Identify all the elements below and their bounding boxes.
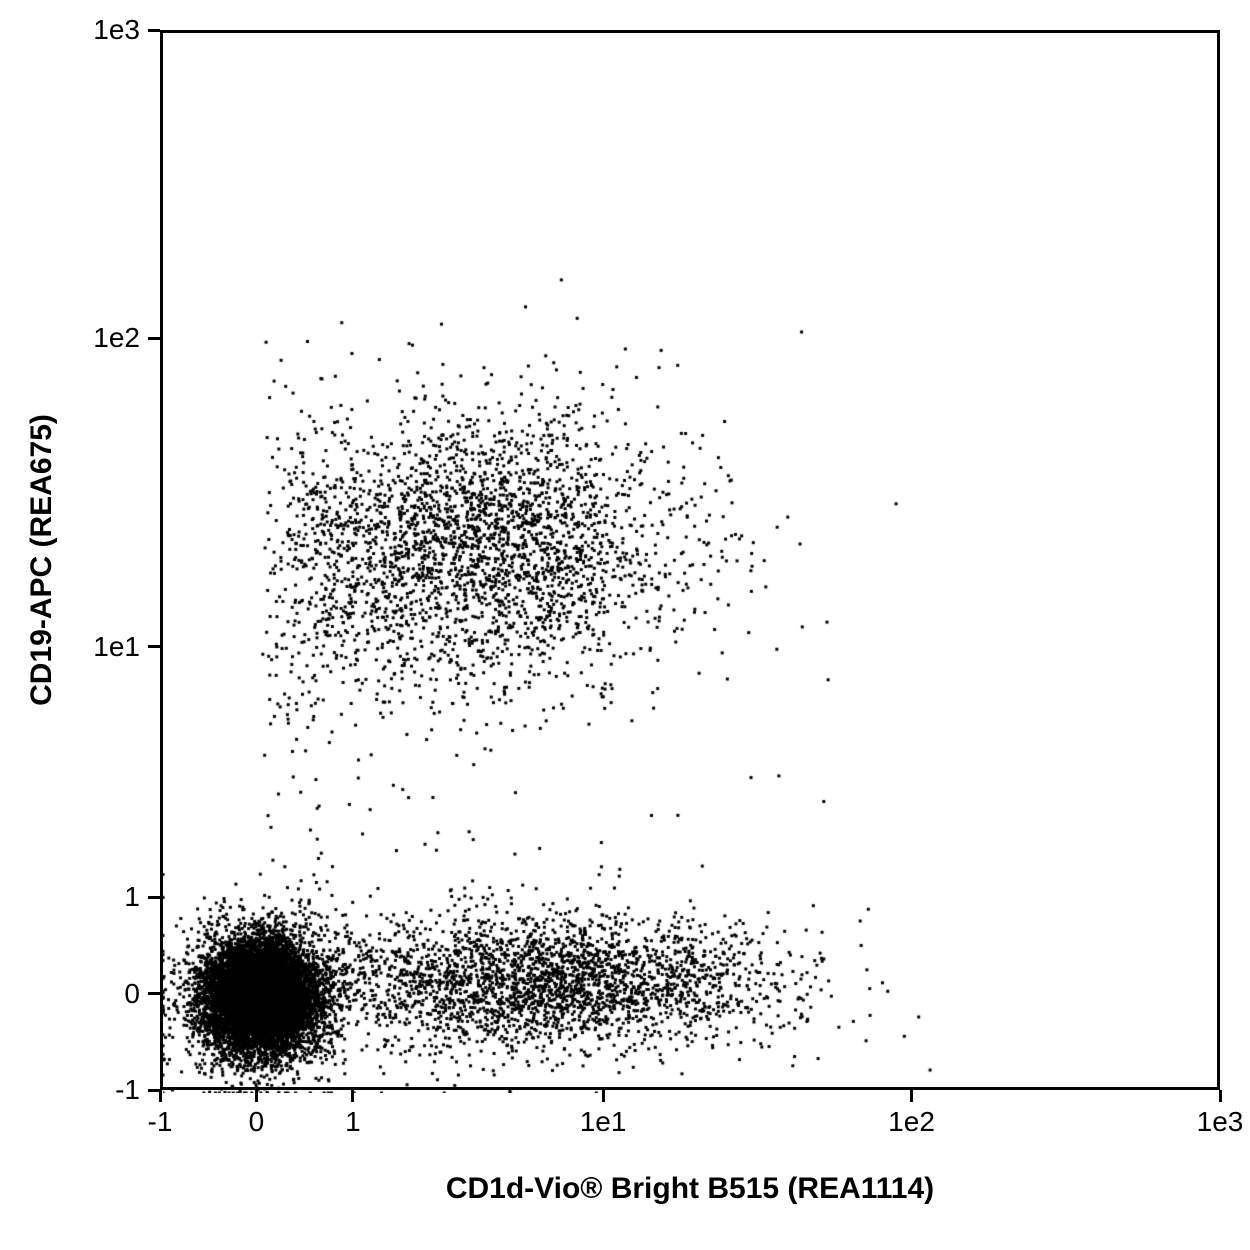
x-tick bbox=[159, 1090, 162, 1102]
y-tick bbox=[148, 1089, 160, 1092]
scatter-canvas bbox=[163, 33, 1223, 1093]
x-tick bbox=[1219, 1090, 1222, 1102]
y-tick-label: 1e1 bbox=[93, 631, 140, 663]
x-tick bbox=[351, 1090, 354, 1102]
y-tick bbox=[148, 337, 160, 340]
x-axis-title: CD1d-Vio® Bright B515 (REA1114) bbox=[446, 1172, 934, 1206]
x-tick bbox=[910, 1090, 913, 1102]
y-tick-label: 1 bbox=[124, 881, 140, 913]
x-tick-label: 1 bbox=[345, 1106, 361, 1138]
x-tick bbox=[602, 1090, 605, 1102]
chart-container: -1 0 1 1e1 1e2 1e3 -1 0 1 1e1 1e2 1e3 CD1d-Vio® Bri… bbox=[0, 0, 1250, 1250]
x-tick-label: 1e1 bbox=[580, 1106, 627, 1138]
y-tick-label: -1 bbox=[115, 1074, 140, 1106]
y-tick bbox=[148, 645, 160, 648]
y-tick-label: 1e3 bbox=[93, 14, 140, 46]
y-tick bbox=[148, 992, 160, 995]
y-axis-title: CD19-APC (REA675) bbox=[25, 414, 59, 706]
y-tick-label: 1e2 bbox=[93, 322, 140, 354]
x-tick bbox=[255, 1090, 258, 1102]
x-tick-label: 1e3 bbox=[1197, 1106, 1244, 1138]
x-tick-label: 0 bbox=[249, 1106, 265, 1138]
x-tick-label: 1e2 bbox=[888, 1106, 935, 1138]
plot-area bbox=[160, 30, 1220, 1090]
x-tick-label: -1 bbox=[148, 1106, 173, 1138]
y-tick-label: 0 bbox=[124, 978, 140, 1010]
y-tick bbox=[148, 29, 160, 32]
y-tick bbox=[148, 896, 160, 899]
